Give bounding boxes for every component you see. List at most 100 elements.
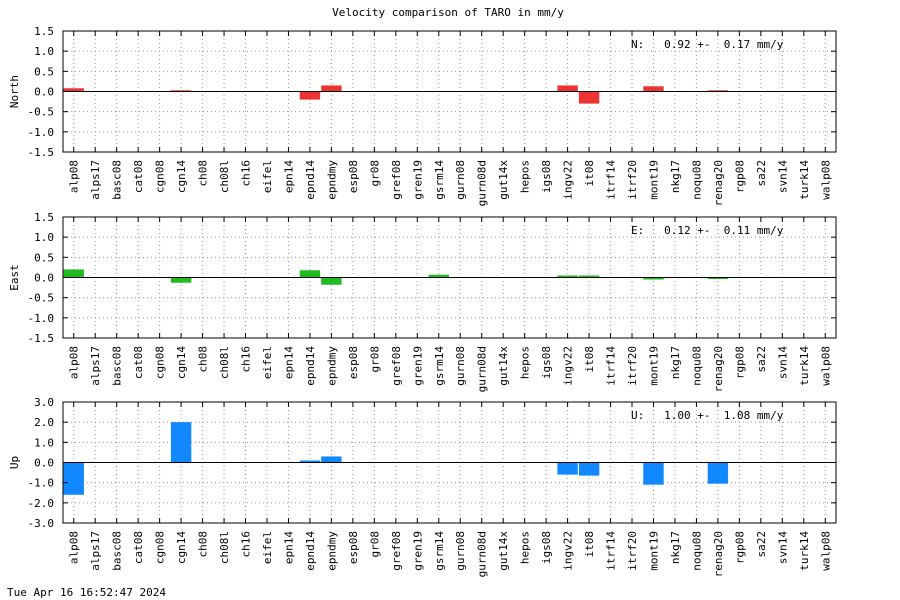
chart-title: Velocity comparison of TARO in mm/y xyxy=(332,6,564,19)
bar-mont19 xyxy=(643,86,664,92)
x-tick-label: gurn08 xyxy=(454,160,467,200)
bar-ingv22 xyxy=(557,275,578,278)
x-tick-label: cat08 xyxy=(132,531,145,564)
x-tick-label: walp08 xyxy=(819,531,832,571)
x-tick-label: gr08 xyxy=(368,531,381,558)
x-tick-label: rgp08 xyxy=(733,160,746,193)
x-tick-label: cgn14 xyxy=(175,160,188,193)
x-tick-label: rgp08 xyxy=(733,531,746,564)
bar-alp08 xyxy=(63,269,84,278)
y-tick-label: 1.0 xyxy=(34,45,54,58)
x-tick-label: alps17 xyxy=(89,346,102,386)
panel-east: 1.5 1.0 0.5 0.0 -0.5 -1.0 -1.5 alp08 alps17 basc0… xyxy=(8,211,837,392)
x-tick-label: svn14 xyxy=(776,160,789,193)
x-tick-label: alps17 xyxy=(89,531,102,571)
bar-renag20 xyxy=(707,277,729,279)
y-tick-label: -1.0 xyxy=(28,126,55,139)
bar-it08 xyxy=(578,275,600,278)
x-tick-label: gref08 xyxy=(390,531,403,571)
x-tick-label: eifel xyxy=(261,346,274,379)
x-tick-label: alp08 xyxy=(68,531,81,564)
x-tick-label: nkg17 xyxy=(669,346,682,379)
x-tick-label: turk14 xyxy=(798,531,811,571)
x-tick-label: gref08 xyxy=(390,160,403,200)
y-tick-label: -2.0 xyxy=(28,497,55,510)
x-tick-label: gren19 xyxy=(411,531,424,571)
x-tick-label: cgn14 xyxy=(175,531,188,564)
timestamp: Tue Apr 16 16:52:47 2024 xyxy=(7,586,166,599)
x-tick-label: gut14x xyxy=(497,160,510,200)
bar-mont19 xyxy=(643,277,664,280)
x-tick-label: gr08 xyxy=(368,346,381,373)
x-tick-label: ch08l xyxy=(218,346,231,379)
x-tick-label: noqu08 xyxy=(690,346,703,386)
bar-epndmy xyxy=(321,277,342,285)
x-tick-label: svn14 xyxy=(776,346,789,379)
x-tick-label: gut14x xyxy=(497,346,510,386)
x-tick-label: walp08 xyxy=(819,160,832,200)
x-tick-label: itrf14 xyxy=(605,531,618,571)
x-tick-label: eifel xyxy=(261,531,274,564)
x-tick-label: gren19 xyxy=(411,160,424,200)
y-tick-label: 0.0 xyxy=(34,457,54,470)
x-tick-label: gref08 xyxy=(390,346,403,386)
x-tick-label: renag20 xyxy=(712,346,725,392)
y-tick-label: 1.5 xyxy=(34,211,54,224)
x-tick-label: sa22 xyxy=(755,346,768,373)
x-tick-label: cgn08 xyxy=(154,160,167,193)
x-tick-label: mont19 xyxy=(647,346,660,386)
x-tick-label: svn14 xyxy=(776,531,789,564)
bar-mont19 xyxy=(643,462,664,485)
bar-epnd14 xyxy=(299,460,321,463)
bar-cgn14 xyxy=(170,277,192,283)
x-tick-label: epndmy xyxy=(325,531,338,571)
x-tick-label: noqu08 xyxy=(690,531,703,571)
x-tick-label: alp08 xyxy=(68,346,81,379)
y-tick-label: 0.0 xyxy=(34,86,54,99)
bar-renag20 xyxy=(707,462,729,484)
bar-it08 xyxy=(578,462,600,476)
annotation: U: 1.00 +- 1.08 mm/y xyxy=(631,409,784,422)
x-tick-label: cgn08 xyxy=(154,346,167,379)
x-tick-label: it08 xyxy=(583,346,596,373)
x-tick-label: cgn08 xyxy=(154,531,167,564)
bar-epnd14 xyxy=(299,270,321,278)
y-tick-label: 0.5 xyxy=(34,251,54,264)
x-tick-label: rgp08 xyxy=(733,346,746,379)
x-tick-label: gr08 xyxy=(368,160,381,187)
x-tick-label: ingv22 xyxy=(562,346,575,386)
y-tick-label: -1.5 xyxy=(28,146,55,159)
x-tick-label: alp08 xyxy=(68,160,81,193)
bar-epnd14 xyxy=(299,91,321,100)
y-tick-label: 0.0 xyxy=(34,272,54,285)
y-tick-label: -3.0 xyxy=(28,517,55,530)
bar-alp08 xyxy=(63,462,84,495)
x-tick-label: epnd14 xyxy=(304,346,317,386)
y-tick-label: -1.5 xyxy=(28,332,55,345)
x-tick-label: nkg17 xyxy=(669,531,682,564)
bar-alp08 xyxy=(63,88,84,92)
x-tick-label: hepos xyxy=(519,346,532,379)
x-tick-label: gut14x xyxy=(497,531,510,571)
x-tick-label: basc08 xyxy=(111,346,124,386)
annotation: E: 0.12 +- 0.11 mm/y xyxy=(631,224,784,237)
x-tick-label: eifel xyxy=(261,160,274,193)
x-tick-label: esp08 xyxy=(347,160,360,193)
bar-ingv22 xyxy=(557,462,578,475)
x-tick-label: itrf14 xyxy=(605,346,618,386)
x-tick-label: epn14 xyxy=(282,346,295,379)
x-tick-label: ch08 xyxy=(197,531,210,558)
panels: 1.5 1.0 0.5 0.0 -0.5 -1.0 -1.5 alp08 alps17 basc0… xyxy=(8,25,837,577)
x-tick-label: gsrm14 xyxy=(433,160,446,200)
x-tick-label: itrf20 xyxy=(626,531,639,571)
y-tick-label: 2.0 xyxy=(34,416,54,429)
x-tick-label: sa22 xyxy=(755,160,768,187)
x-tick-label: ch08l xyxy=(218,160,231,193)
x-tick-label: cgn14 xyxy=(175,346,188,379)
y-axis-label: North xyxy=(8,75,21,108)
x-tick-label: itrf14 xyxy=(605,160,618,200)
annotation: N: 0.92 +- 0.17 mm/y xyxy=(631,38,784,51)
x-tick-label: sa22 xyxy=(755,531,768,558)
x-tick-label: igs08 xyxy=(540,160,553,193)
